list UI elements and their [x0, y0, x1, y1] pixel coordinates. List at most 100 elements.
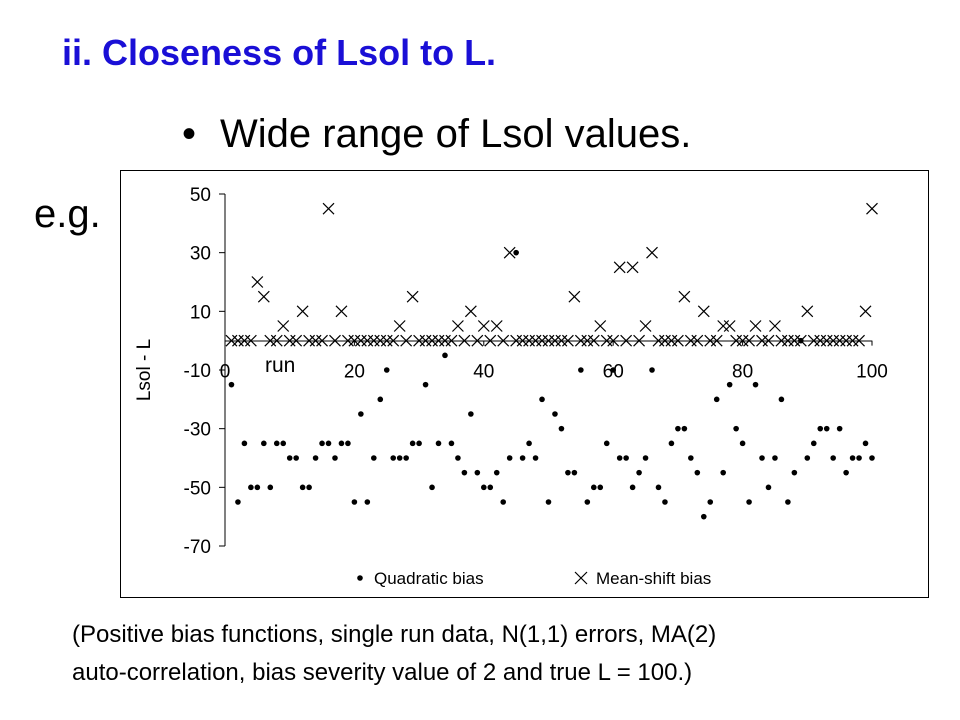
- mean-shift-bias-point: [445, 334, 458, 347]
- bullet-icon: •: [182, 112, 197, 156]
- quadratic-bias-point: [442, 352, 448, 359]
- mean-shift-bias-point: [840, 334, 853, 347]
- quadratic-bias-point: [713, 396, 720, 403]
- quadratic-bias-point: [403, 455, 409, 461]
- mean-shift-bias-point: [342, 334, 354, 347]
- mean-shift-bias-point: [665, 334, 678, 347]
- mean-shift-bias-point: [536, 334, 548, 347]
- quadratic-bias-point: [293, 455, 299, 461]
- mean-shift-bias-point: [413, 334, 426, 347]
- mean-shift-bias-point: [568, 290, 581, 303]
- mean-shift-bias-point: [477, 320, 490, 332]
- quadratic-bias-point: [603, 440, 610, 447]
- mean-shift-bias-point: [691, 334, 704, 347]
- mean-shift-bias-point: [348, 334, 361, 347]
- slide-title: ii. Closeness of Lsol to L.: [62, 32, 497, 73]
- quadratic-bias-point: [319, 440, 325, 447]
- quadratic-bias-point: [610, 367, 616, 373]
- mean-shift-bias-point: [626, 261, 639, 274]
- quadratic-bias-point: [338, 440, 345, 447]
- quadratic-bias-point: [849, 455, 856, 461]
- quadratic-bias-point: [804, 455, 811, 461]
- legend-marker-quadratic: [357, 575, 363, 581]
- y-tick-label: -10: [184, 361, 211, 382]
- legend-marker-mean-shift: [574, 571, 588, 585]
- quadratic-bias-point: [772, 455, 778, 461]
- y-tick-label: 10: [190, 302, 211, 323]
- quadratic-bias-point: [739, 440, 746, 447]
- mean-shift-bias-point: [820, 334, 833, 347]
- x-tick-label: 100: [856, 362, 888, 383]
- mean-shift-bias-point: [244, 334, 257, 347]
- mean-shift-bias-point: [270, 334, 283, 347]
- quadratic-bias-point: [448, 440, 455, 447]
- quadratic-bias-point: [364, 499, 371, 505]
- mean-shift-bias-point: [283, 334, 296, 347]
- quadratic-bias-point: [493, 469, 500, 476]
- quadratic-bias-point: [422, 381, 429, 388]
- quadratic-bias-point: [765, 484, 772, 491]
- mean-shift-bias-point: [238, 334, 251, 347]
- quadratic-bias-point: [688, 455, 694, 461]
- quadratic-bias-point: [396, 455, 403, 461]
- mean-shift-bias-point: [710, 334, 723, 347]
- quadratic-bias-point: [545, 499, 552, 505]
- mean-shift-bias-point: [374, 334, 387, 347]
- quadratic-bias-point: [248, 484, 254, 491]
- quadratic-bias-point: [862, 440, 869, 447]
- mean-shift-bias-point: [749, 320, 762, 332]
- mean-shift-bias-point: [257, 290, 270, 303]
- quadratic-bias-point: [532, 455, 539, 461]
- legend-label-quadratic: Quadratic bias: [374, 569, 484, 588]
- mean-shift-bias-point: [704, 334, 717, 347]
- mean-shift-bias-point: [853, 334, 865, 347]
- mean-shift-bias-point: [316, 334, 328, 347]
- quadratic-bias-point: [312, 455, 319, 461]
- quadratic-bias-point: [565, 469, 571, 476]
- example-label: e.g.: [34, 192, 101, 236]
- mean-shift-bias-point: [484, 334, 497, 347]
- quadratic-bias-point: [228, 381, 235, 388]
- mean-shift-bias-point: [361, 334, 374, 347]
- quadratic-bias-point: [675, 425, 681, 432]
- quadratic-bias-point: [526, 440, 532, 447]
- quadratic-bias-point: [513, 249, 519, 256]
- mean-shift-bias-point: [432, 334, 445, 347]
- mean-shift-bias-point: [581, 334, 594, 347]
- quadratic-bias-point: [377, 396, 384, 403]
- quadratic-bias-point: [500, 499, 507, 505]
- mean-shift-bias-point: [290, 334, 303, 347]
- quadratic-bias-point: [843, 469, 849, 476]
- mean-shift-bias-point: [380, 334, 393, 347]
- x-tick-label: 80: [732, 362, 753, 383]
- mean-shift-bias-point: [322, 202, 335, 215]
- mean-shift-bias-point: [607, 334, 620, 347]
- quadratic-bias-point: [416, 440, 422, 447]
- mean-shift-bias-point: [600, 334, 613, 347]
- quadratic-bias-point: [552, 411, 558, 417]
- mean-shift-bias-point: [264, 334, 277, 347]
- mean-shift-bias-point: [510, 334, 523, 347]
- quadratic-bias-point: [791, 469, 798, 476]
- quadratic-bias-point: [694, 469, 701, 476]
- mean-shift-bias-point: [464, 305, 477, 318]
- quadratic-bias-point: [700, 513, 707, 520]
- mean-shift-bias-point: [555, 334, 568, 347]
- quadratic-bias-point: [726, 381, 733, 388]
- mean-shift-bias-point: [251, 276, 264, 288]
- mean-shift-bias-point: [794, 334, 807, 347]
- quadratic-bias-point: [273, 440, 280, 447]
- y-axis-label: Lsol - L: [134, 339, 155, 401]
- quadratic-bias-point: [571, 469, 578, 476]
- quadratic-bias-point: [584, 499, 591, 505]
- mean-shift-bias-point: [335, 305, 348, 318]
- mean-shift-bias-point: [309, 334, 322, 347]
- quadratic-bias-point: [539, 396, 545, 403]
- y-tick-label: -70: [184, 537, 211, 558]
- quadratic-bias-point: [746, 499, 752, 505]
- quadratic-bias-point: [280, 440, 287, 447]
- mean-shift-bias-point: [406, 290, 419, 303]
- quadratic-bias-point: [623, 455, 629, 461]
- quadratic-bias-point: [810, 440, 817, 447]
- quadratic-bias-point: [235, 499, 241, 505]
